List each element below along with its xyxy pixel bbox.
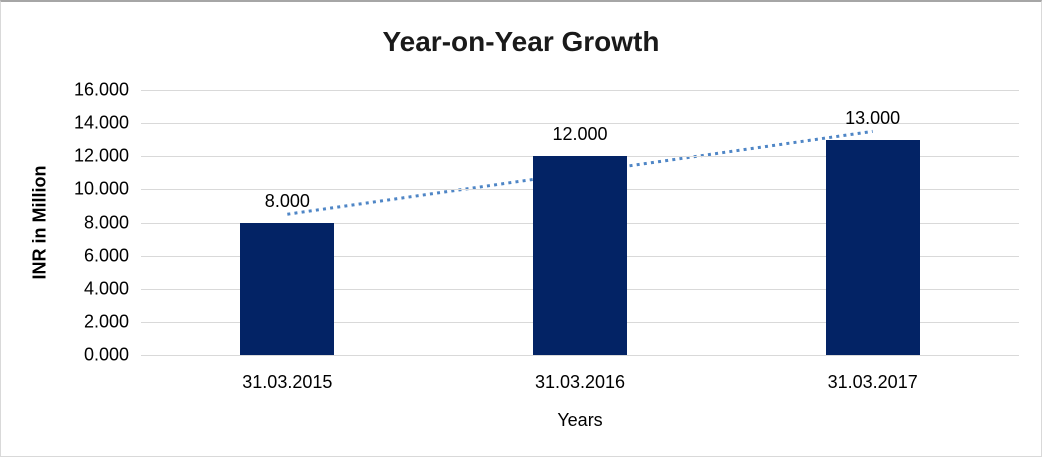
x-tick-label: 31.03.2016 [534,372,626,392]
y-tick-label: 14.000 [73,112,129,133]
x-axis-tick-labels: 31.03.2015 31.03.2016 31.03.2017 [141,372,1019,396]
x-axis-title: Years [557,410,603,430]
y-tick-label: 6.000 [83,245,129,266]
y-tick-label: 4.000 [83,278,129,299]
y-axis-tick-labels: 16.000 14.000 12.000 10.000 8.000 6.000 4.000 2… [1,80,129,365]
y-tick-label: 2.000 [83,311,129,332]
y-tick-label: 0.000 [83,344,129,365]
gridline [141,355,1019,356]
bar-value-label: 12.000 [552,124,608,145]
bar-value-label: 8.000 [264,190,310,211]
x-tick-label: 31.03.2017 [827,372,918,392]
chart-title: Year-on-Year Growth [382,26,660,57]
gridline [141,90,1019,91]
y-tick-label: 16.000 [73,79,129,100]
bar [240,222,335,355]
bar-value-label: 13.000 [845,107,901,128]
y-tick-label: 8.000 [83,212,129,232]
gridline [141,123,1019,125]
y-tick-label: 10.000 [73,178,129,199]
plot-area: 8.000 12.000 13.000 [141,90,1019,356]
y-tick-label: 12.000 [73,145,129,166]
x-tick-label: 31.03.2015 [242,372,333,392]
bar [825,139,920,355]
bar [533,156,627,355]
